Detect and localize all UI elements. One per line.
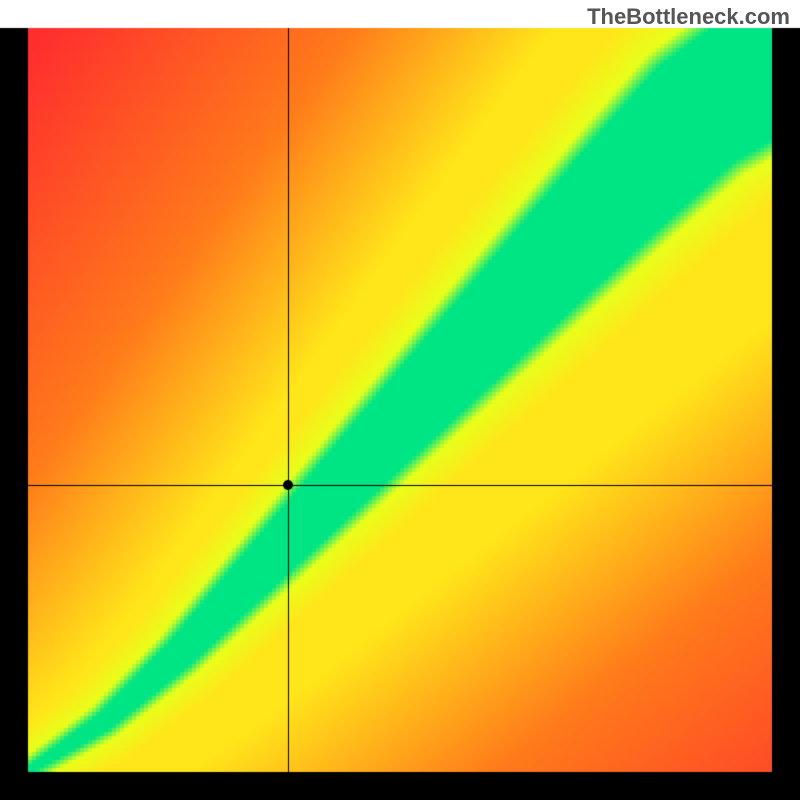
bottleneck-heatmap (0, 0, 800, 800)
watermark-text: TheBottleneck.com (587, 4, 790, 30)
